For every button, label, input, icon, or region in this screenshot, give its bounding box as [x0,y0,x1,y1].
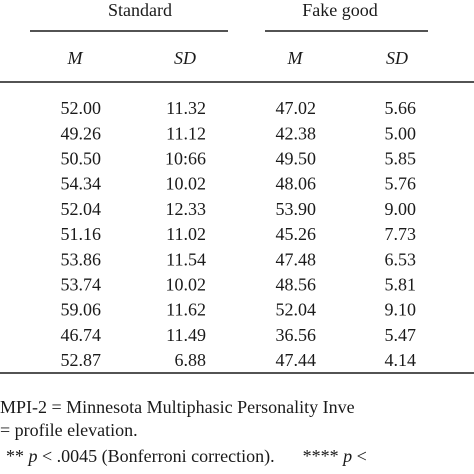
table-cell: 52.04 [276,300,317,320]
table-cell: 5.66 [385,98,417,118]
table-cell: 5.81 [385,275,417,295]
table-cell: 10:66 [165,149,206,169]
footnote-part: ** [6,446,29,466]
table-cell: 11.32 [166,98,206,118]
table-cell: 53.74 [61,275,102,295]
table-cell: 42.38 [276,123,317,143]
table-cell: 52.00 [61,98,102,118]
table-cell: 9.10 [385,300,417,320]
footnote-part: p [341,446,352,466]
table-cell: 11.49 [166,325,206,345]
table-cell: 11.12 [166,123,206,143]
table-cell: 49.26 [61,123,102,143]
table-cell: 53.90 [276,199,317,219]
table-cell: 46.74 [61,325,102,345]
table-cell: 52.04 [61,199,102,219]
footnote-part: **** [303,446,344,466]
footnote: ** p < .0045 (Bonferroni correction). ***… [6,446,367,467]
table-cell: 5.76 [385,174,417,194]
group-header: Standard [108,0,172,20]
table-cell: 6.88 [175,350,207,370]
table-cell: 54.34 [61,174,102,194]
footnote-part: < .0045 (Bonferroni correction). [38,446,275,467]
table-cell: 47.02 [276,98,317,118]
table-cell: 11.02 [166,224,206,244]
table-cell: 59.06 [61,300,102,320]
table-cell: 52.87 [61,350,102,370]
footnote: MPI-2 = Minnesota Multiphasic Personalit… [0,397,355,417]
column-header: SD [386,48,408,68]
table-cell: 45.26 [276,224,317,244]
table-cell: 48.06 [276,174,317,194]
table-cell: 11.62 [166,300,206,320]
column-header: SD [174,48,196,68]
table-cell: 5.00 [385,123,417,143]
table-cell: 47.44 [276,350,317,370]
table-cell: 4.14 [385,350,417,370]
table-cell: 10.02 [166,275,207,295]
table-cell: 36.56 [276,325,317,345]
table-cell: 53.86 [61,249,102,269]
column-header: M [67,48,84,68]
table-cell: 50.50 [61,149,102,169]
footnote: = profile elevation. [0,420,138,440]
table-cell: 6.53 [385,249,417,269]
table-cell: 11.54 [166,249,206,269]
table-cell: 51.16 [61,224,102,244]
footnote-part: < [352,446,367,466]
table-cell: 9.00 [385,199,417,219]
table-cell: 5.47 [385,325,417,345]
table-cell: 49.50 [276,149,317,169]
table-cell: 5.85 [385,149,417,169]
table-cell: 12.33 [166,199,207,219]
footnote-part: p [27,446,38,466]
table-cell: 48.56 [276,275,317,295]
table-cell: 47.48 [276,249,317,269]
group-header: Fake good [302,0,378,20]
table-cell: 7.73 [385,224,417,244]
table-cell: 10.02 [166,174,207,194]
column-header: M [287,48,304,68]
